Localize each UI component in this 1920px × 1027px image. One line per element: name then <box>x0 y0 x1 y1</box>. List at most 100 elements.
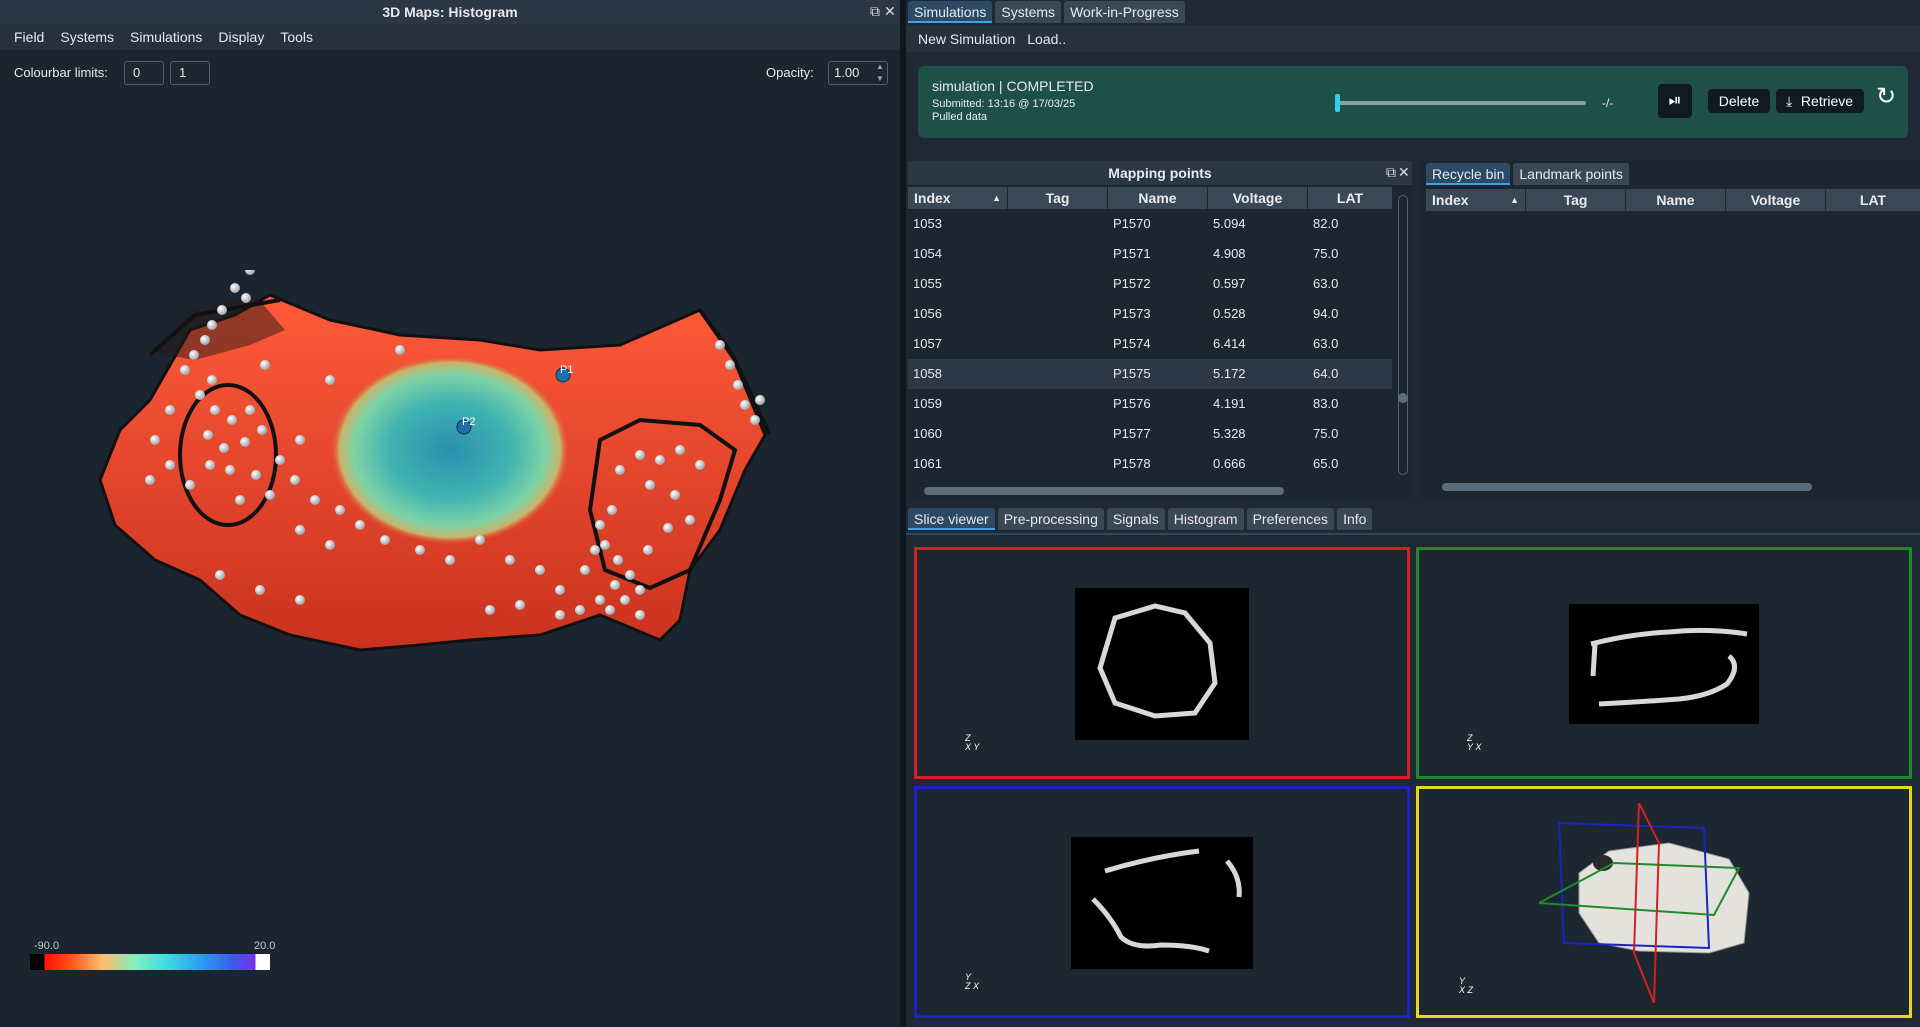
table-cell: 1056 <box>913 306 942 321</box>
pane-splitter[interactable] <box>900 0 906 1027</box>
horizontal-scroll-thumb[interactable] <box>1442 483 1812 491</box>
table-row[interactable]: 1053 P1570 5.094 82.0 <box>908 209 1392 239</box>
close-icon[interactable]: ✕ <box>1398 164 1410 180</box>
column-name[interactable]: Name <box>1108 187 1208 209</box>
3d-maps-window: 3D Maps: Histogram ⧉ ✕ Field Systems Sim… <box>0 0 900 1027</box>
colourbar-max-input[interactable]: 1 <box>170 61 210 85</box>
point-markers[interactable] <box>456 367 571 435</box>
table-cell: 82.0 <box>1313 216 1339 231</box>
table-row[interactable]: 1061 P1578 0.666 65.0 <box>908 449 1392 479</box>
table-cell: 4.191 <box>1213 396 1246 411</box>
tab-recycle-bin[interactable]: Recycle bin <box>1426 163 1511 185</box>
column-tag[interactable]: Tag <box>1008 187 1108 209</box>
table-row[interactable]: 1055 P1572 0.597 63.0 <box>908 269 1392 299</box>
coronal-slice-image <box>1569 604 1759 724</box>
tab-slice-viewer[interactable]: Slice viewer <box>908 508 995 530</box>
column-tag[interactable]: Tag <box>1526 189 1626 211</box>
menu-simulations[interactable]: Simulations <box>130 29 203 45</box>
column-index[interactable]: Index ▲ <box>1426 189 1526 211</box>
vertical-scrollbar[interactable] <box>1398 195 1408 475</box>
table-cell: 83.0 <box>1313 396 1339 411</box>
column-voltage[interactable]: Voltage <box>1726 189 1826 211</box>
table-cell: 1060 <box>913 426 942 441</box>
table-cell: P1576 <box>1113 396 1151 411</box>
window-title: 3D Maps: Histogram <box>0 0 900 24</box>
column-index[interactable]: Index ▲ <box>908 187 1008 209</box>
table-cell: P1578 <box>1113 456 1151 471</box>
table-row[interactable]: 1054 P1571 4.908 75.0 <box>908 239 1392 269</box>
simulation-status: simulation | COMPLETED <box>932 78 1094 94</box>
table-row[interactable]: 1059 P1576 4.191 83.0 <box>908 389 1392 419</box>
tab-info[interactable]: Info <box>1337 508 1373 530</box>
load-button[interactable]: Load.. <box>1027 31 1067 47</box>
undock-icon[interactable]: ⧉ <box>1386 164 1396 180</box>
tab-signals[interactable]: Signals <box>1106 508 1165 530</box>
table-cell <box>1008 389 1108 419</box>
horizontal-scrollbar[interactable] <box>908 485 1392 497</box>
menu-tools[interactable]: Tools <box>280 29 314 45</box>
mapping-points-title: Mapping points <box>908 161 1412 185</box>
tab-pre-processing[interactable]: Pre-processing <box>997 508 1104 530</box>
legend-gradient-bar <box>30 954 270 970</box>
table-cell: P1574 <box>1113 336 1151 351</box>
opacity-spinbox[interactable]: 1.00 <box>828 61 888 85</box>
menu-systems[interactable]: Systems <box>60 29 115 45</box>
horizontal-scroll-thumb[interactable] <box>924 487 1284 495</box>
spin-arrows-icon[interactable]: ▲ ▼ <box>876 62 884 83</box>
table-row[interactable]: 1057 P1574 6.414 63.0 <box>908 329 1392 359</box>
sagittal-slice-image <box>1071 837 1253 969</box>
table-cell: P1571 <box>1113 246 1151 261</box>
table-cell <box>1008 329 1108 359</box>
play-pause-button[interactable]: ⏯ <box>1658 84 1692 118</box>
point-label-p2: P2 <box>462 416 475 428</box>
tab-work-in-progress[interactable]: Work-in-Progress <box>1064 1 1185 23</box>
bottom-tab-bar: Slice viewer Pre-processing Signals Hist… <box>908 508 1373 530</box>
tab-preferences[interactable]: Preferences <box>1246 508 1335 530</box>
colourbar-limits-label: Colourbar limits: <box>14 65 108 80</box>
refresh-icon[interactable]: ↻ <box>1876 83 1897 110</box>
table-cell: 5.094 <box>1213 216 1246 231</box>
table-cell <box>1008 209 1108 239</box>
table-row[interactable]: 1060 P1577 5.328 75.0 <box>908 419 1392 449</box>
new-simulation-button[interactable]: New Simulation <box>918 31 1016 47</box>
pulled-status: Pulled data <box>932 111 988 123</box>
download-icon: ⤓ <box>1786 93 1793 109</box>
column-name[interactable]: Name <box>1626 189 1726 211</box>
sort-asc-icon: ▲ <box>1510 195 1519 205</box>
tab-systems[interactable]: Systems <box>995 1 1062 23</box>
colourbar-min-input[interactable]: 0 <box>124 61 164 85</box>
table-cell: 64.0 <box>1313 366 1339 381</box>
menu-field[interactable]: Field <box>14 29 45 45</box>
column-lat[interactable]: LAT <box>1336 190 1364 206</box>
legend-min-label: -90.0 <box>34 940 60 952</box>
column-voltage[interactable]: Voltage <box>1208 187 1308 209</box>
undock-icon[interactable]: ⧉ <box>870 3 880 19</box>
column-lat[interactable]: LAT <box>1859 192 1887 208</box>
progress-track <box>1336 101 1586 105</box>
tab-landmark-points[interactable]: Landmark points <box>1513 163 1629 185</box>
3d-mesh-viewport[interactable]: P1 P2 <box>0 270 900 810</box>
menu-display[interactable]: Display <box>218 29 265 45</box>
table-cell: P1573 <box>1113 306 1151 321</box>
table-cell <box>1008 269 1108 299</box>
table-row[interactable]: 1058 P1575 5.172 64.0 <box>908 359 1392 389</box>
table-cell: 0.597 <box>1213 276 1246 291</box>
tab-histogram[interactable]: Histogram <box>1167 508 1244 530</box>
retrieve-button[interactable]: ⤓ Retrieve <box>1776 89 1864 113</box>
side-tab-bar: Recycle bin Landmark points <box>1426 163 1629 185</box>
table-row[interactable]: 1056 P1573 0.528 94.0 <box>908 299 1392 329</box>
tab-simulations[interactable]: Simulations <box>908 1 993 23</box>
horizontal-scrollbar[interactable] <box>1426 481 1916 493</box>
progress-slider-handle[interactable] <box>1335 94 1340 112</box>
table-cell: 1054 <box>913 246 942 261</box>
close-icon[interactable]: ✕ <box>884 3 896 19</box>
delete-button[interactable]: Delete <box>1708 89 1770 113</box>
vertical-scroll-thumb[interactable] <box>1398 393 1408 403</box>
table-cell: 1058 <box>913 366 942 381</box>
